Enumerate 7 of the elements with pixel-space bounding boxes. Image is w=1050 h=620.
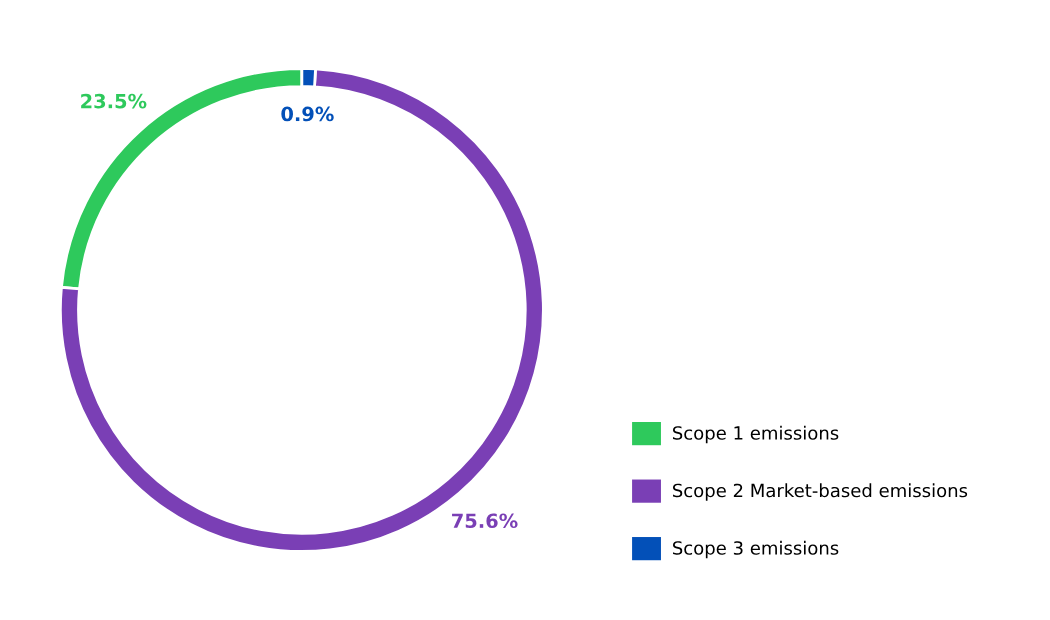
donut-slice <box>58 67 545 553</box>
legend-label: Scope 1 emissions <box>672 425 839 444</box>
legend-label: Scope 2 Market-based emissions <box>672 483 968 501</box>
legend-label: Scope 3 emissions <box>672 540 839 559</box>
data-label: 75.6% <box>452 513 518 529</box>
data-label: 0.9% <box>281 106 334 122</box>
data-label: 23.5% <box>81 93 147 109</box>
